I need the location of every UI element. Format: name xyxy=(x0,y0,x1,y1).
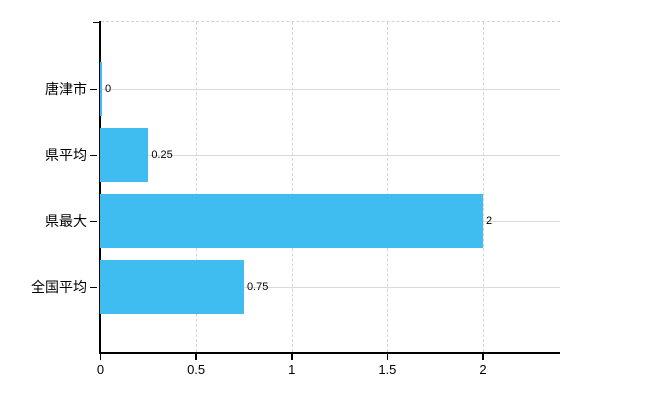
category-label: 全国平均 xyxy=(31,279,87,295)
y-axis-tick xyxy=(90,220,97,222)
vertical-gridline xyxy=(387,22,389,352)
bar-value-label: 0.75 xyxy=(246,281,269,293)
bar-value-label: 2 xyxy=(486,215,493,227)
vertical-gridline xyxy=(483,22,484,352)
category-label: 唐津市 xyxy=(45,81,87,97)
vertical-gridline xyxy=(196,22,198,352)
plot-top-border xyxy=(100,21,560,22)
x-axis-tick-label: 2 xyxy=(479,362,487,377)
x-axis-tick-label: 0 xyxy=(96,362,105,377)
x-axis-tick xyxy=(99,354,102,360)
horizontal-gridline xyxy=(101,287,560,288)
category-label: 県最大 xyxy=(45,213,87,229)
bar xyxy=(99,62,102,116)
horizontal-gridline xyxy=(101,155,560,156)
vertical-gridline xyxy=(291,22,293,352)
x-axis-tick-label: 0.5 xyxy=(187,362,206,377)
y-axis-tick xyxy=(90,88,97,90)
x-axis-tick xyxy=(386,354,389,360)
x-axis-tick-label: 1 xyxy=(288,362,296,377)
x-axis-tick xyxy=(291,354,293,360)
y-axis-tick xyxy=(90,286,97,288)
x-axis-tick-label: 1.5 xyxy=(378,362,397,377)
x-axis-tick xyxy=(195,354,197,360)
horizontal-gridline xyxy=(101,89,560,90)
category-label: 県平均 xyxy=(45,147,87,163)
bar xyxy=(99,260,244,314)
y-axis-line xyxy=(99,21,101,353)
y-axis-end-tick xyxy=(93,21,101,23)
x-axis-line xyxy=(99,352,560,354)
y-axis-tick xyxy=(90,154,97,156)
bar-value-label: 0.25 xyxy=(151,149,173,161)
bar-value-label: 0 xyxy=(105,83,112,95)
x-axis-tick xyxy=(482,354,484,360)
bar xyxy=(99,128,149,182)
bar xyxy=(99,194,483,248)
